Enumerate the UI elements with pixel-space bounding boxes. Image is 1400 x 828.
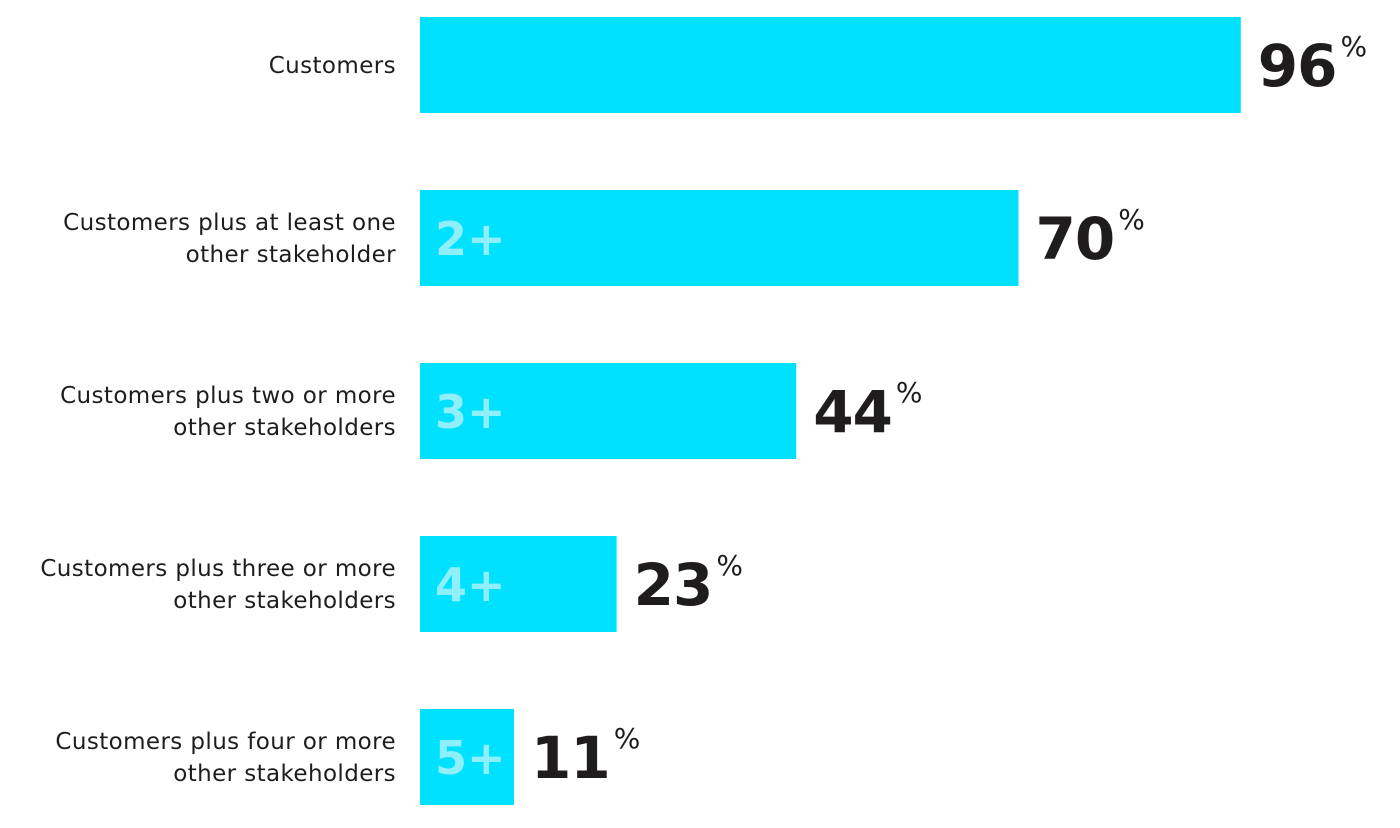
data-label: 23% (634, 549, 743, 619)
bar-tag-label: 4+ (435, 558, 506, 612)
category-label: Customers plus three or more (40, 556, 396, 582)
bar (420, 363, 797, 459)
bar (420, 190, 1019, 286)
bar (420, 17, 1241, 113)
data-label: 96% (1258, 30, 1367, 100)
category-label: other stakeholders (173, 588, 396, 614)
bar-tag-label: 2+ (435, 212, 506, 266)
data-label: 11% (531, 722, 640, 792)
category-label: Customers plus four or more (55, 729, 396, 755)
bar (420, 709, 515, 805)
data-label: 44% (813, 376, 922, 446)
category-label: other stakeholder (186, 242, 397, 268)
bar-tag-label: 5+ (435, 731, 506, 785)
data-label: 70% (1036, 203, 1145, 273)
category-label: Customers plus at least one (63, 210, 396, 236)
bar (420, 536, 617, 632)
bar-tag-label: 3+ (435, 385, 506, 439)
category-label: Customers (269, 53, 396, 79)
category-label: other stakeholders (173, 761, 396, 787)
category-label: other stakeholders (173, 415, 396, 441)
category-label: Customers plus two or more (60, 383, 396, 409)
